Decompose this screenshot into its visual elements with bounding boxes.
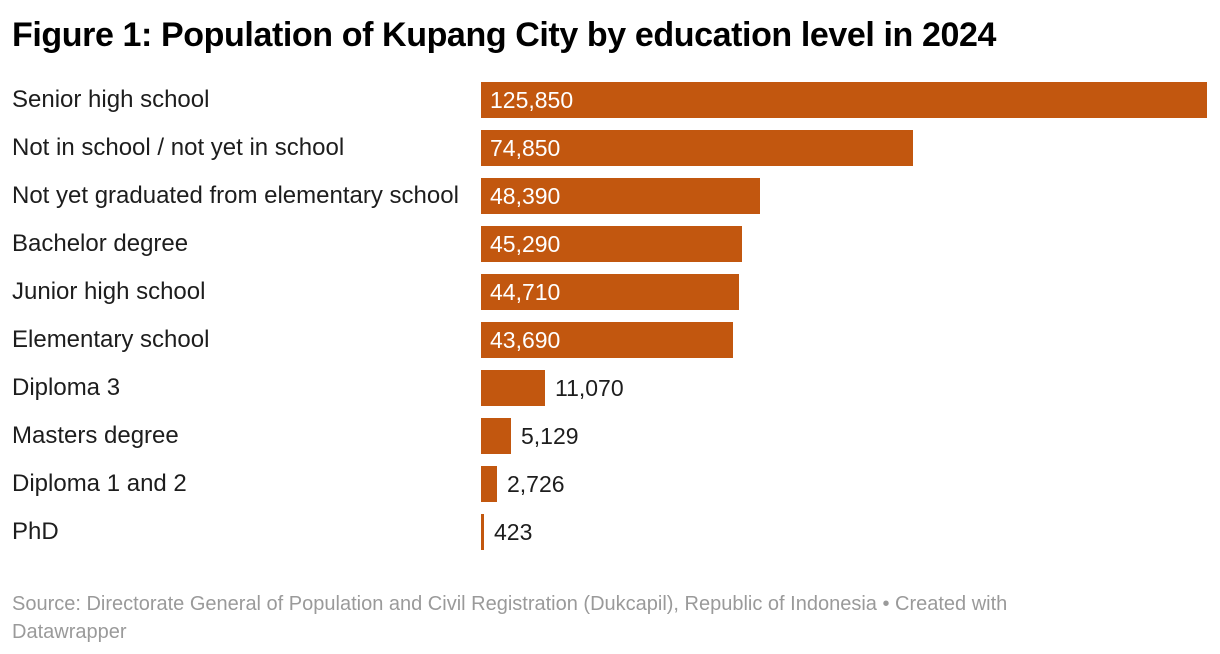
bar-track: 423 xyxy=(481,514,1220,550)
value-label: 5,129 xyxy=(521,423,579,449)
bar-row: Masters degree 5,129 xyxy=(0,412,1220,460)
bar[interactable] xyxy=(481,82,1207,118)
bar-track: 11,070 xyxy=(481,370,1220,406)
bar-row: Not yet graduated from elementary school… xyxy=(0,172,1220,220)
bar[interactable] xyxy=(481,322,733,358)
bar[interactable] xyxy=(481,418,511,454)
bar-row: Not in school / not yet in school 74,850 xyxy=(0,124,1220,172)
bar-chart: Senior high school 125,850 Not in school… xyxy=(0,76,1220,556)
bar-track: 44,710 xyxy=(481,274,1220,310)
value-label: 74,850 xyxy=(490,135,561,161)
bar-row: Elementary school 43,690 xyxy=(0,316,1220,364)
category-label: Not in school / not yet in school xyxy=(12,134,345,161)
bar-track: 48,390 xyxy=(481,178,1220,214)
category-label: Not yet graduated from elementary school xyxy=(12,182,459,209)
bar-track: 2,726 xyxy=(481,466,1220,502)
category-label: Senior high school xyxy=(12,86,210,113)
category-label: Junior high school xyxy=(12,278,206,305)
bar[interactable] xyxy=(481,130,913,166)
category-label: Diploma 1 and 2 xyxy=(12,470,187,497)
value-label: 2,726 xyxy=(507,471,565,497)
category-label: Diploma 3 xyxy=(12,374,121,401)
value-label: 48,390 xyxy=(490,183,561,209)
bar-track: 45,290 xyxy=(481,226,1220,262)
value-label: 45,290 xyxy=(490,231,561,257)
bar-track: 125,850 xyxy=(481,82,1220,118)
bar-track: 74,850 xyxy=(481,130,1220,166)
category-label: Elementary school xyxy=(12,326,210,353)
category-label: PhD xyxy=(12,518,59,545)
value-label: 125,850 xyxy=(490,87,574,113)
bar-track: 5,129 xyxy=(481,418,1220,454)
bar-row: PhD 423 xyxy=(0,508,1220,556)
bar[interactable] xyxy=(481,178,760,214)
bar-row: Junior high school 44,710 xyxy=(0,268,1220,316)
bar[interactable] xyxy=(481,226,742,262)
value-label: 423 xyxy=(494,519,533,545)
bar-row: Diploma 3 11,070 xyxy=(0,364,1220,412)
value-label: 44,710 xyxy=(490,279,561,305)
source-note: Source: Directorate General of Populatio… xyxy=(12,590,1007,646)
bar[interactable] xyxy=(481,514,484,550)
source-text: Source: Directorate General of Populatio… xyxy=(12,593,1008,615)
bar[interactable] xyxy=(481,274,739,310)
chart-title: Figure 1: Population of Kupang City by e… xyxy=(12,16,997,54)
bar-track: 43,690 xyxy=(481,322,1220,358)
value-label: 11,070 xyxy=(555,375,624,401)
datawrapper-link[interactable]: Datawrapper xyxy=(12,621,127,643)
bar[interactable] xyxy=(481,370,545,406)
category-label: Masters degree xyxy=(12,422,179,449)
bar[interactable] xyxy=(481,466,497,502)
category-label: Bachelor degree xyxy=(12,230,189,257)
value-label: 43,690 xyxy=(490,327,561,353)
bar-row: Diploma 1 and 2 2,726 xyxy=(0,460,1220,508)
bar-row: Bachelor degree 45,290 xyxy=(0,220,1220,268)
bar-row: Senior high school 125,850 xyxy=(0,76,1220,124)
